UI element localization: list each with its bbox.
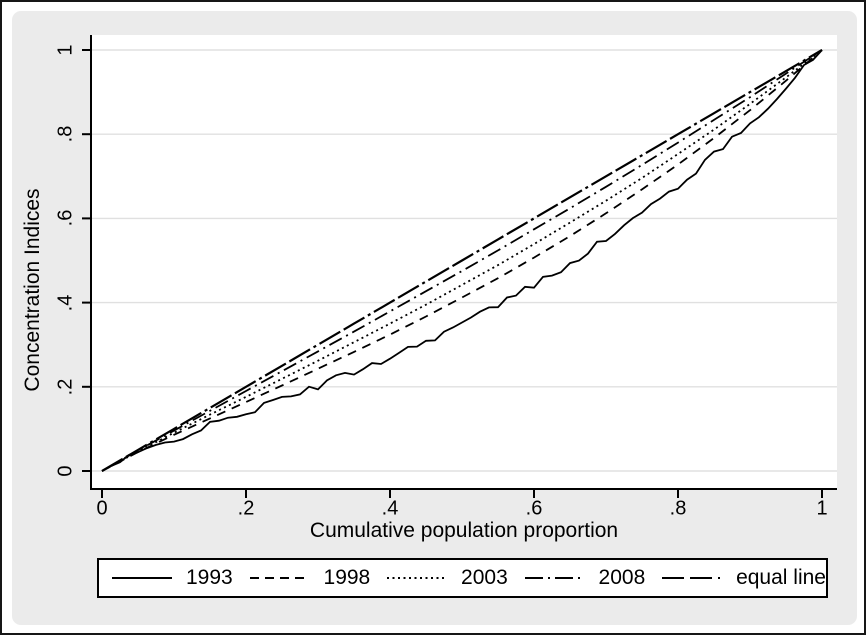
series-line-1993 bbox=[101, 49, 823, 472]
y-tick-label-.4: .4 bbox=[54, 294, 77, 311]
legend: 1993 1998 2003 2008 equal line bbox=[97, 558, 828, 598]
series-line-1998 bbox=[101, 49, 823, 472]
legend-label-equal-line: equal line bbox=[736, 566, 826, 589]
legend-label-1998: 1998 bbox=[323, 566, 371, 589]
series-line-equal-line bbox=[101, 49, 823, 472]
series-line-2008 bbox=[101, 49, 823, 472]
legend-line-sample-2003 bbox=[387, 577, 448, 579]
x-tick-label-.4: .4 bbox=[381, 497, 399, 520]
y-axis-title: Concentration Indices bbox=[21, 188, 44, 392]
x-tick-label-1: 1 bbox=[816, 497, 828, 520]
x-tick-label-.2: .2 bbox=[237, 497, 255, 520]
legend-item-2003: 2003 bbox=[387, 566, 508, 590]
legend-line-sample-equal-line bbox=[662, 577, 723, 579]
legend-item-equal-line: equal line bbox=[662, 566, 826, 590]
x-tick-label-.6: .6 bbox=[525, 497, 543, 520]
y-tick-label-.2: .2 bbox=[54, 378, 77, 396]
legend-item-2008: 2008 bbox=[524, 566, 646, 590]
x-tick-label-0: 0 bbox=[96, 497, 108, 520]
y-tick-label-0: 0 bbox=[54, 465, 77, 477]
y-tick-label-.8: .8 bbox=[54, 125, 77, 143]
legend-label-2003: 2003 bbox=[461, 566, 508, 589]
legend-line-sample-1998 bbox=[249, 577, 310, 579]
y-tick-label-.6: .6 bbox=[54, 210, 77, 227]
legend-line-sample-2008 bbox=[524, 577, 585, 579]
legend-item-1993: 1993 bbox=[112, 566, 233, 590]
legend-line-sample-1993 bbox=[112, 577, 172, 579]
legend-label-1993: 1993 bbox=[186, 566, 233, 589]
plot-background bbox=[90, 35, 837, 490]
legend-label-2008: 2008 bbox=[598, 566, 646, 589]
legend-item-1998: 1998 bbox=[249, 566, 371, 590]
y-tick-label-1: 1 bbox=[54, 44, 77, 56]
x-axis-title: Cumulative population proportion bbox=[309, 519, 619, 542]
x-tick-label-.8: .8 bbox=[669, 497, 687, 520]
